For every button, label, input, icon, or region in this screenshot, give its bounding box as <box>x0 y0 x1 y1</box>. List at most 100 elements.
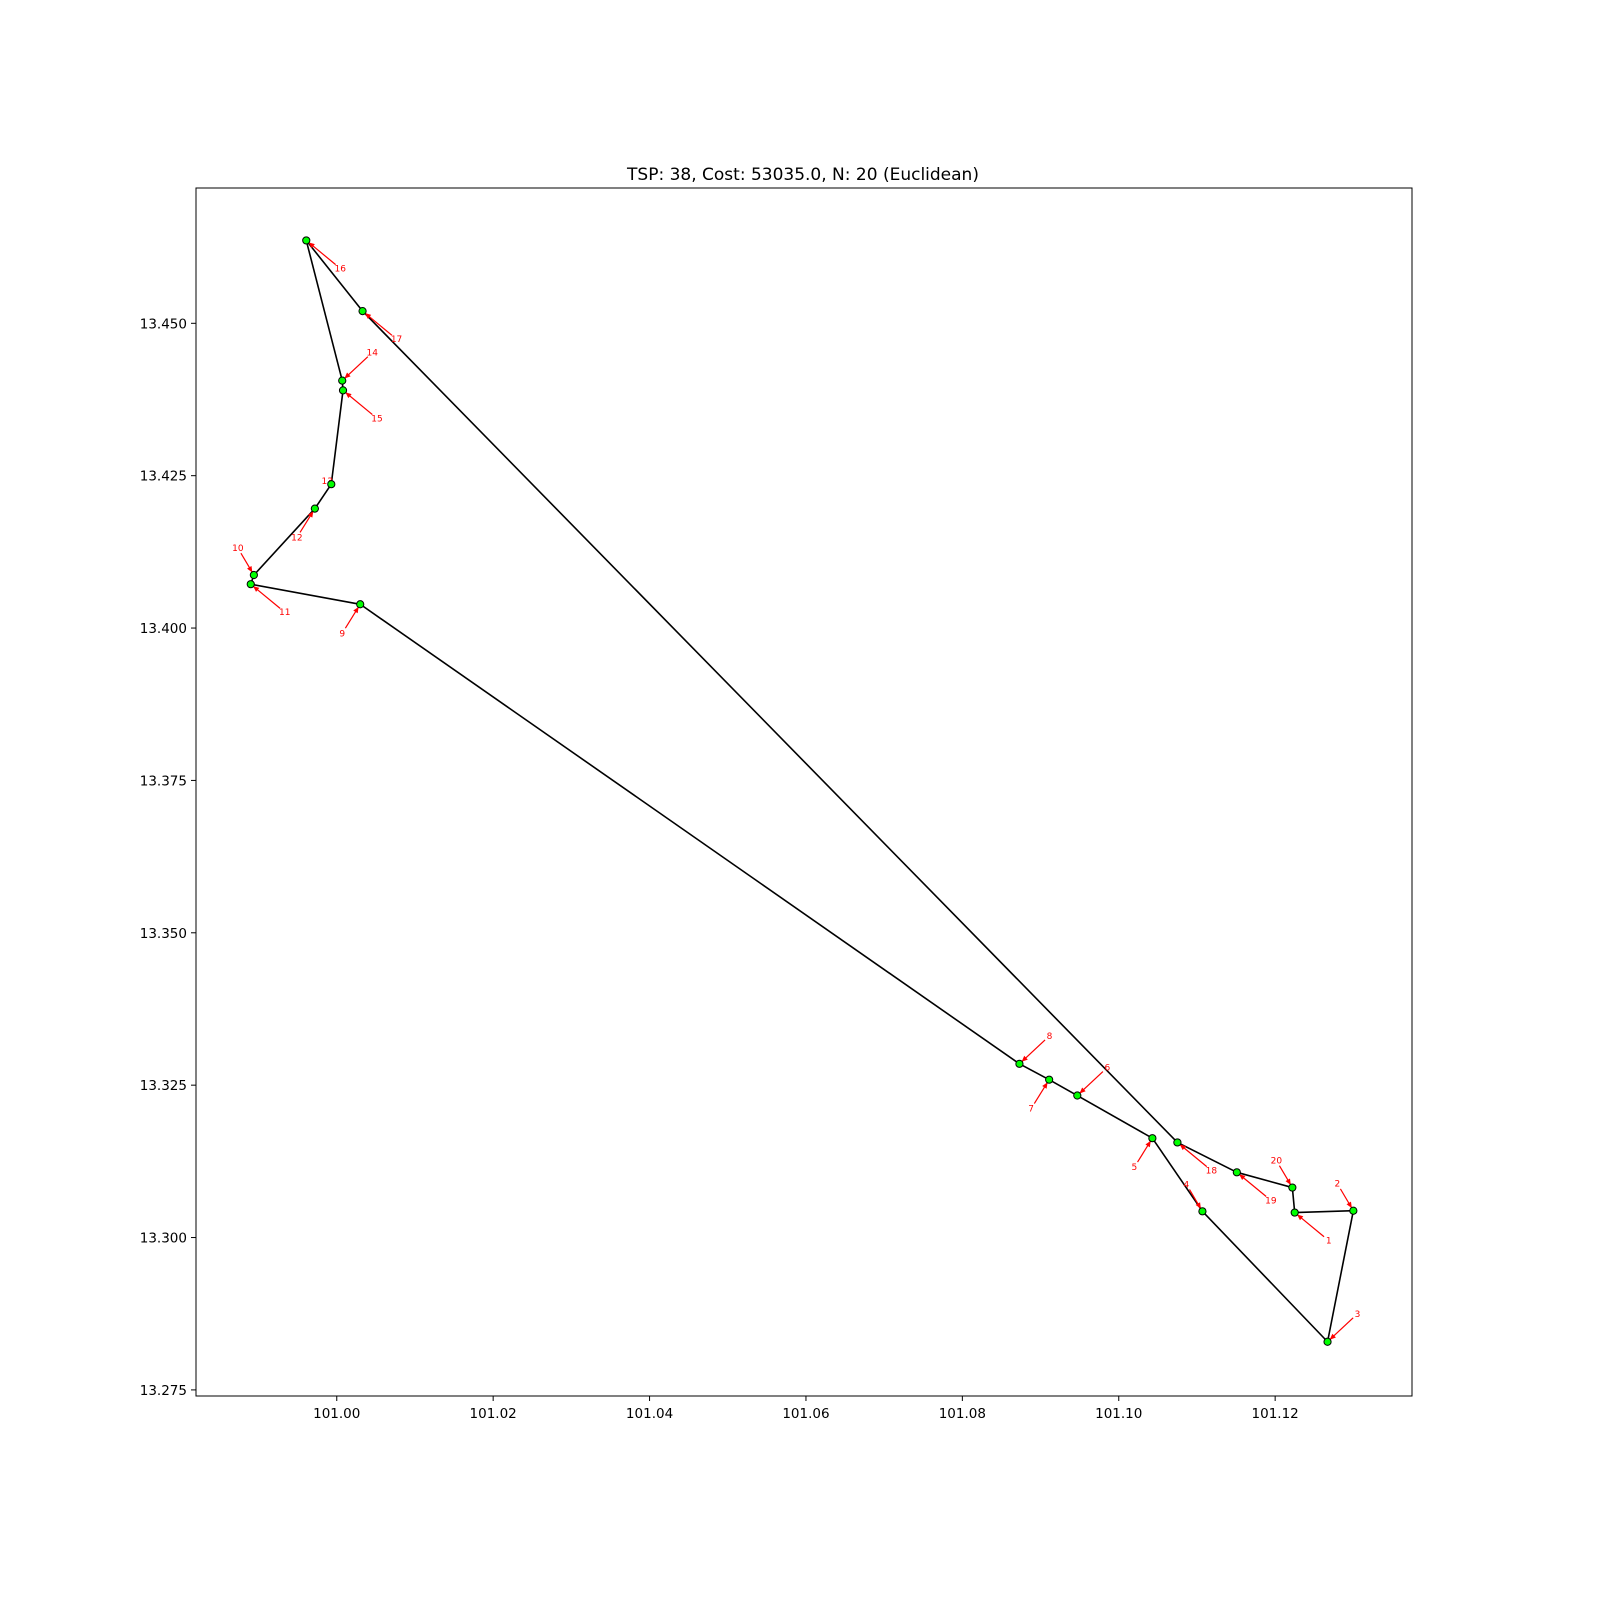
route-segment <box>330 390 344 485</box>
city-point <box>1198 1207 1207 1216</box>
label-arrowhead <box>1329 1333 1336 1340</box>
point-label: 9 <box>339 629 345 639</box>
route-segment <box>359 603 1020 1065</box>
point-label: 12 <box>291 534 302 544</box>
label-arrowhead <box>345 392 352 399</box>
point-label: 3 <box>1355 1310 1361 1320</box>
point-label: 6 <box>1104 1064 1110 1074</box>
label-arrowhead <box>1195 1202 1201 1209</box>
x-tick-label: 101.02 <box>470 1406 517 1422</box>
city-point <box>358 307 367 316</box>
label-arrowhead <box>1145 1140 1151 1148</box>
city-point <box>246 580 255 589</box>
y-tick-label: 13.400 <box>140 621 187 637</box>
plot-area-frame <box>195 187 1413 1397</box>
x-tick-label: 101.12 <box>1252 1406 1299 1422</box>
point-label: 1 <box>1326 1237 1332 1247</box>
point-label: 5 <box>1132 1163 1138 1173</box>
point-label: 2 <box>1334 1180 1340 1190</box>
route-segment <box>305 239 364 312</box>
y-tick-label: 13.325 <box>140 1078 187 1094</box>
point-label: 11 <box>279 608 290 618</box>
city-point <box>1288 1183 1297 1192</box>
route-segment <box>1177 1141 1238 1174</box>
point-label: 13 <box>322 477 333 487</box>
city-point <box>1232 1168 1241 1177</box>
x-tick-label: 101.06 <box>782 1406 829 1422</box>
point-label: 15 <box>371 414 382 424</box>
label-arrowhead <box>1239 1174 1246 1181</box>
route-segment <box>305 240 344 381</box>
point-label: 20 <box>1271 1157 1283 1167</box>
route-segment <box>1326 1210 1355 1342</box>
route-segment <box>250 583 361 606</box>
x-tick-label: 101.00 <box>313 1406 360 1422</box>
city-point <box>1015 1059 1024 1068</box>
label-arrowhead <box>344 372 351 379</box>
x-tick-label: 101.08 <box>939 1406 986 1422</box>
label-arrowhead <box>1042 1082 1048 1089</box>
city-points <box>246 236 1358 1346</box>
route-segment <box>1048 1078 1078 1097</box>
x-axis: 101.00 101.02 101.04 101.06 101.08 101.10 101.… <box>313 1396 1299 1422</box>
label-arrowhead <box>247 565 253 573</box>
y-tick-label: 13.350 <box>140 926 187 942</box>
label-arrowhead <box>253 586 260 592</box>
label-arrowhead <box>1297 1214 1304 1221</box>
city-point <box>338 376 347 385</box>
route-segment <box>361 310 1178 1144</box>
point-label: 17 <box>391 335 402 345</box>
city-point <box>1290 1208 1299 1217</box>
point-label: 7 <box>1028 1105 1034 1115</box>
point-label: 18 <box>1206 1166 1218 1176</box>
point-label: 4 <box>1184 1180 1190 1190</box>
route-segment <box>1076 1094 1153 1139</box>
city-point <box>327 480 336 489</box>
x-tick-label: 101.04 <box>626 1406 673 1422</box>
label-arrowhead <box>1285 1178 1291 1185</box>
city-point <box>338 386 348 395</box>
route-segment <box>1294 1209 1354 1214</box>
x-tick-label: 101.10 <box>1095 1406 1142 1422</box>
y-tick-label: 13.450 <box>140 316 187 332</box>
route-segment <box>314 483 332 510</box>
city-point <box>1323 1337 1332 1346</box>
city-point <box>1173 1138 1182 1147</box>
point-label: 16 <box>335 264 347 274</box>
route-segment <box>1151 1137 1204 1212</box>
point-label: 10 <box>232 544 244 554</box>
y-axis: 13.275 13.300 13.325 13.350 13.375 13.400 13.4… <box>140 316 196 1399</box>
label-arrowhead <box>308 242 315 249</box>
route-segment <box>1201 1210 1329 1343</box>
label-arrowhead <box>364 313 372 319</box>
city-point <box>249 570 258 580</box>
city-point <box>310 504 319 513</box>
label-arrowhead <box>353 606 359 614</box>
y-tick-label: 13.300 <box>140 1231 187 1247</box>
label-arrowhead <box>1021 1055 1028 1062</box>
point-label: 19 <box>1265 1196 1277 1206</box>
label-arrowhead <box>307 511 314 518</box>
route-lines <box>249 239 1355 1343</box>
city-point <box>1148 1134 1157 1143</box>
route-segment <box>1291 1187 1296 1213</box>
y-tick-label: 13.275 <box>140 1383 187 1399</box>
point-label: 8 <box>1047 1032 1053 1042</box>
point-label: 14 <box>367 349 379 359</box>
city-point <box>1045 1075 1054 1084</box>
route-segment <box>253 508 316 576</box>
chart-title: TSP: 38, Cost: 53035.0, N: 20 (Euclidean… <box>626 165 979 185</box>
route-segment <box>1236 1171 1293 1189</box>
city-point <box>1073 1091 1082 1100</box>
y-tick-label: 13.375 <box>140 773 187 789</box>
city-point <box>1349 1206 1358 1215</box>
label-arrowhead <box>1079 1087 1086 1094</box>
label-arrowhead <box>1346 1201 1352 1209</box>
city-point <box>356 600 365 609</box>
route-segment <box>1019 1063 1050 1081</box>
city-point <box>302 236 311 245</box>
label-arrowhead <box>1179 1144 1187 1151</box>
y-tick-label: 13.425 <box>140 469 187 485</box>
